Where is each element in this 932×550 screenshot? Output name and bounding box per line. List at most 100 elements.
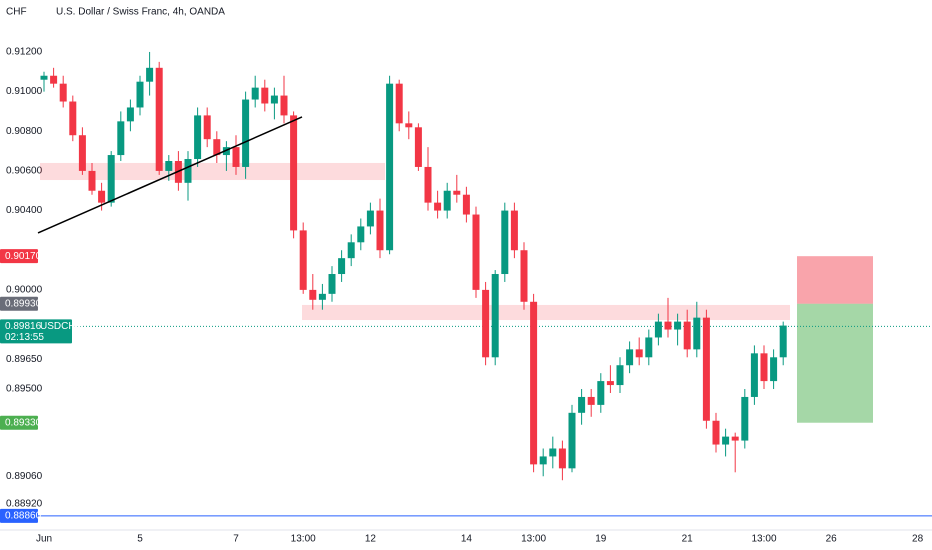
- candle-body: [222, 147, 230, 156]
- candle-body: [117, 121, 125, 156]
- x-tick-label: 13:00: [751, 534, 776, 545]
- symbol-label: USDCHF: [40, 321, 82, 332]
- y-tick-label: 0.90800: [6, 126, 43, 137]
- y-tick-label: 0.89650: [6, 354, 43, 365]
- candle-body: [270, 95, 278, 104]
- candle-body: [472, 214, 480, 290]
- stop-zone: [797, 256, 873, 304]
- candle-body: [251, 87, 259, 100]
- entry-badge: [0, 296, 38, 311]
- y-tick-label: 0.91000: [6, 86, 43, 97]
- candle-body: [501, 210, 509, 275]
- candle-body: [299, 230, 307, 290]
- candle-body: [587, 396, 595, 405]
- candle-body: [88, 170, 96, 191]
- candle-body: [578, 396, 586, 413]
- x-tick-label: 12: [365, 534, 377, 545]
- currency-label: CHF: [6, 7, 27, 18]
- candle-body: [376, 210, 384, 251]
- candle-body: [635, 349, 643, 358]
- trendline: [37, 116, 303, 234]
- entry-badge-label: 0.89930: [5, 298, 42, 309]
- candle-body: [520, 250, 528, 302]
- candle-body: [59, 83, 67, 102]
- candle-body: [683, 321, 691, 350]
- candle-body: [616, 365, 624, 386]
- y-tick-label: 0.89500: [6, 384, 43, 395]
- candle-body: [357, 226, 365, 243]
- target-badge: [0, 415, 38, 430]
- x-tick-label: 13:00: [291, 534, 316, 545]
- x-tick-label: 7: [233, 534, 239, 545]
- candle-body: [702, 317, 710, 421]
- candle-body: [664, 321, 672, 330]
- candle-body: [328, 274, 336, 294]
- candle-body: [69, 101, 77, 136]
- stop-badge: [0, 249, 38, 264]
- candle-body: [318, 293, 326, 300]
- candle-body: [491, 274, 499, 358]
- candle-body: [280, 95, 288, 116]
- candle-body: [462, 194, 470, 215]
- candle-body: [760, 353, 768, 382]
- candle-body: [770, 357, 778, 382]
- candle-body: [424, 166, 432, 203]
- candle-body: [530, 301, 538, 465]
- candle-body: [78, 135, 86, 171]
- candle-body: [165, 161, 173, 171]
- candle-body: [558, 448, 566, 469]
- candle-body: [539, 456, 547, 465]
- candle-body: [395, 83, 403, 124]
- candle-body: [645, 337, 653, 358]
- candle-body: [136, 81, 144, 108]
- last-price-label: 0.89816: [5, 321, 42, 332]
- candle-body: [453, 190, 461, 195]
- y-tick-label: 0.90400: [6, 205, 43, 216]
- candle-body: [405, 123, 413, 128]
- candle-body: [194, 115, 202, 160]
- x-tick-label: 19: [595, 534, 607, 545]
- candle-body: [654, 321, 662, 338]
- candle-body: [626, 349, 634, 366]
- y-tick-label: 0.88920: [6, 499, 43, 510]
- candle-body: [779, 325, 787, 358]
- x-tick-label: 13:00: [521, 534, 546, 545]
- candle-body: [242, 99, 250, 167]
- candle-body: [750, 353, 758, 397]
- candle-body: [414, 127, 422, 167]
- y-tick-label: 0.91200: [6, 47, 43, 58]
- candle-body: [338, 258, 346, 275]
- chart-title: U.S. Dollar / Swiss Franc, 4h, OANDA: [56, 7, 225, 18]
- x-tick-label: Jun: [36, 534, 52, 545]
- candle-body: [184, 159, 192, 183]
- candle-body: [712, 420, 720, 445]
- candle-body: [693, 317, 701, 350]
- candle-body: [549, 448, 557, 457]
- candle-body: [261, 87, 269, 104]
- candle-body: [510, 210, 518, 251]
- x-tick-label: 28: [912, 534, 924, 545]
- candle-body: [366, 210, 374, 227]
- target-badge-label: 0.89330: [5, 417, 42, 428]
- candle-body: [482, 289, 490, 358]
- candle-body: [347, 242, 355, 259]
- candle-body: [232, 147, 240, 167]
- candle-body: [674, 321, 682, 330]
- level-badge: [0, 508, 38, 523]
- candle-body: [213, 139, 221, 156]
- candle-body: [203, 115, 211, 140]
- candle-body: [606, 381, 614, 386]
- candle-body: [146, 67, 154, 82]
- supply-zone: [40, 162, 385, 181]
- last-price-badge: [0, 319, 72, 344]
- candle-body: [50, 75, 58, 84]
- candle-body: [741, 396, 749, 441]
- candle-body: [568, 412, 576, 469]
- candle-body: [309, 289, 317, 300]
- candle-body: [126, 107, 134, 122]
- candle-body: [443, 190, 451, 211]
- y-tick-label: 0.90600: [6, 166, 43, 177]
- candle-body: [290, 115, 298, 231]
- candle-body: [155, 67, 163, 171]
